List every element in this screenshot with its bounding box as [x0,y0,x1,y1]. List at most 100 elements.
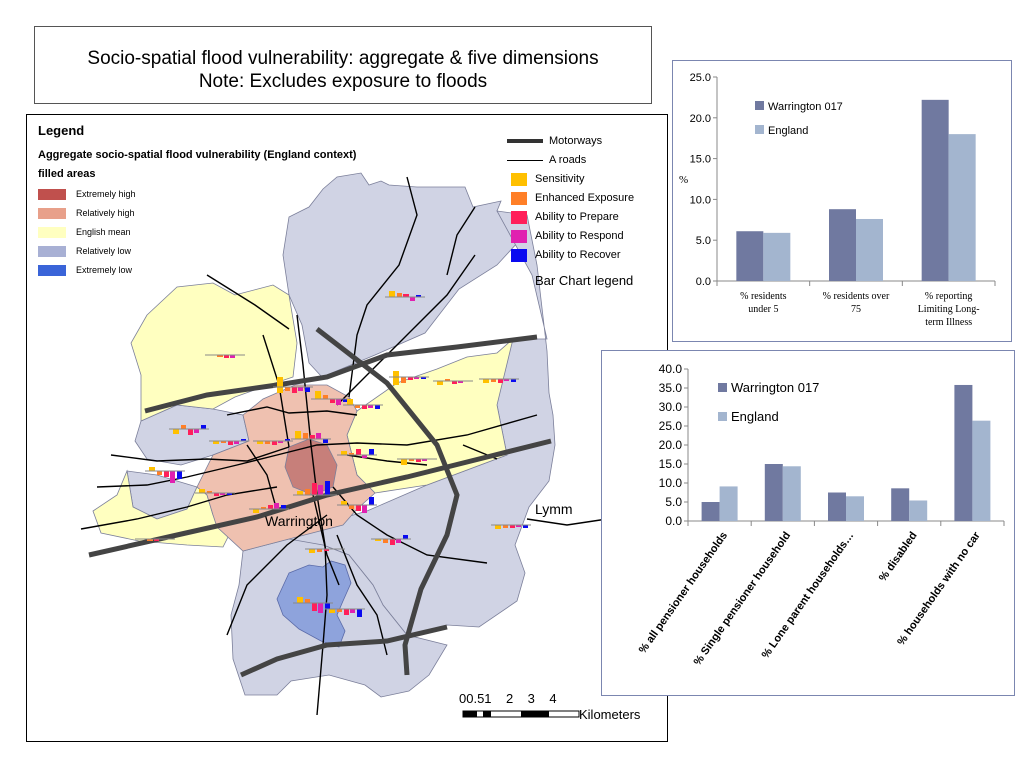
swatch-relatively-high [38,208,66,220]
legend-swatch-1 [755,125,764,134]
ward-chart-7 [311,391,351,405]
y-tick-label: 0.0 [665,514,682,528]
ward-chart-2 [205,354,245,358]
bar-chart-legend-label: Bar Chart legend [535,273,634,288]
bar-warrington-2 [828,492,846,521]
map-title: Socio-spatial flood vulnerability: aggre… [87,48,599,69]
ward-chart-21 [305,548,345,553]
bar-warrington-3 [891,488,910,521]
area-relatively-low-east [282,172,520,378]
legend-fill-extremely-low: Extremely low [38,264,132,277]
y-axis-label: % [679,174,688,186]
chart-box-households: 0.0 5.0 10.0 15.0 20.0 25.0 30.0 35.0 40.0 Warrin… [601,350,1015,696]
bar-warrington-0 [736,231,764,281]
place-label-lymm: Lymm [535,501,573,517]
legend-line-a-roads: A roads [507,154,586,166]
y-tick-label: 40.0 [659,362,683,376]
ward-chart-8 [343,399,383,409]
bar-england-4 [972,420,991,521]
ward-chart-17 [293,481,337,496]
category-label-line: 75 [851,304,861,315]
ward-chart-6 [479,378,519,383]
category-label-2: % reporting Limiting Long-term Illness [918,291,980,328]
y-tick-label: 10.0 [659,476,683,490]
legend-label-1: England [731,409,779,424]
category-label-3: % disabled [877,530,920,584]
swatch-enhanced-exposure [511,191,527,205]
legend-fill-relatively-low: Relatively low [38,245,131,258]
map-canvas [80,172,608,718]
bar-england-2 [948,134,976,281]
legend-label-1: England [768,125,808,137]
category-label-0: % residents under 5 [740,291,786,315]
y-tick-label: 10.0 [690,194,711,206]
y-tick-label: 35.0 [659,381,683,395]
y-tick-label: 25.0 [690,72,711,84]
legend-subtitle: Aggregate socio-spatial flood vulnerabil… [38,149,357,161]
category-label-1: % residents over 75 [823,291,890,315]
ward-chart-1 [385,291,425,301]
legend-label-0: Warrington 017 [731,380,819,395]
ward-chart-19 [337,497,377,513]
ward-chart-13 [337,449,377,458]
legend-swatch-1 [718,412,727,421]
map-frame: Legend Aggregate socio-spatial flood vul… [26,114,668,742]
legend-line-motorways: Motorways [507,135,602,147]
legend-bar-ability-to-recover: Ability to Recover [511,248,621,262]
bar-england-1 [782,466,801,521]
swatch-relatively-low [38,246,66,258]
ward-chart-14 [397,458,437,465]
legend-swatch-0 [718,383,727,392]
ward-chart-23 [491,524,531,529]
ward-chart-25 [325,608,365,617]
category-label-line: % reporting [925,291,973,302]
category-label-line: under 5 [748,304,778,315]
chart-households: 0.0 5.0 10.0 15.0 20.0 25.0 30.0 35.0 40.0 Warrin… [637,362,1005,668]
motorway-line-swatch [507,139,543,144]
swatch-sensitivity [511,172,527,186]
ward-chart-22 [135,538,175,541]
bar-warrington-0 [701,502,720,521]
swatch-extremely-high [38,189,66,201]
ward-chart-18 [249,503,289,513]
ward-chart-11 [253,439,293,445]
y-tick-label: 25.0 [659,419,683,433]
legend-fill-relatively-high: Relatively high [38,207,135,220]
legend-filled-areas-label: filled areas [38,168,96,180]
legend-fill-english-mean: English mean [38,226,131,239]
bar-warrington-4 [954,384,973,521]
legend-title: Legend [38,123,85,138]
swatch-ability-to-respond [511,229,527,243]
legend-bar-enhanced-exposure: Enhanced Exposure [511,191,634,205]
ward-chart-5 [433,379,473,385]
category-label-line: Limiting Long- [918,304,980,315]
legend-bar-ability-to-prepare: Ability to Prepare [511,210,619,224]
y-tick-label: 5.0 [665,495,682,509]
y-tick-label: 0.0 [696,276,711,288]
scale-bar-unit: Kilometers [579,707,641,722]
y-tick-label: 20.0 [690,113,711,125]
ward-chart-20 [371,535,411,545]
bar-england-0 [763,232,791,281]
scale-bar-numbers: 00.51 2 3 4 [459,691,557,706]
category-label-line: % residents over [823,291,890,302]
swatch-english-mean [38,227,66,239]
map-note: Note: Excludes exposure to floods [198,71,488,92]
category-label-line: term Illness [925,317,972,328]
scale-bar [462,710,580,718]
bar-warrington-2 [921,99,949,282]
bar-warrington-1 [764,464,783,521]
ward-chart-15 [145,467,185,483]
legend-bar-sensitivity: Sensitivity [511,172,585,186]
bar-england-2 [846,496,864,521]
ward-bar-charts [135,291,531,617]
ward-chart-16 [195,489,235,496]
map-title-box: Socio-spatial flood vulnerability: aggre… [34,26,652,104]
ward-chart-4 [389,371,429,385]
chart-residents: 0.0 5.0 10.0 15.0 20.0 25.0 Warrington 017 Engl… [679,72,996,328]
y-tick-label: 15.0 [690,154,711,166]
a-road-line-swatch [507,159,543,161]
legend-bar-ability-to-respond: Ability to Respond [511,229,624,243]
legend-fill-extremely-high: Extremely high [38,188,136,201]
ward-chart-10 [209,439,249,445]
